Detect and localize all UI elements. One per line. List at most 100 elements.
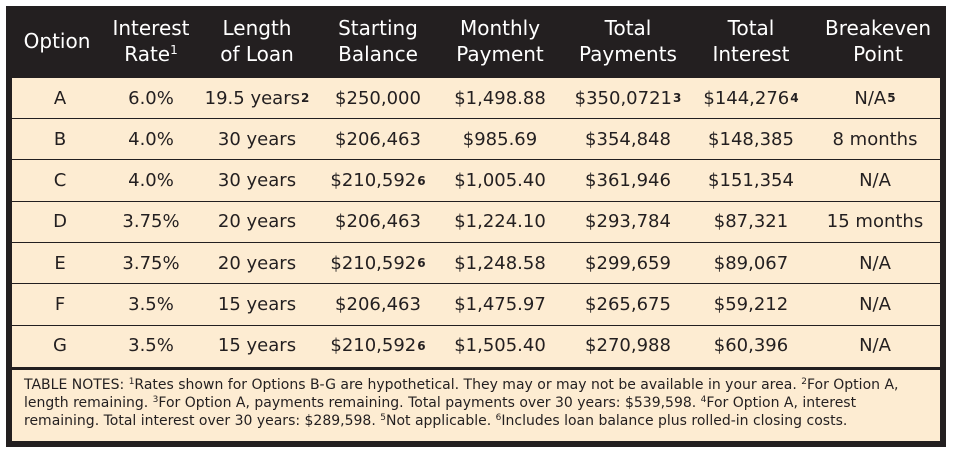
cell-option: A <box>12 78 108 118</box>
cell-value: 6.0% <box>128 87 174 109</box>
cell-option: D <box>12 202 108 242</box>
cell-value: $299,659 <box>585 252 671 274</box>
cell-value: $354,848 <box>585 128 671 150</box>
cell-value: 3.75% <box>122 211 180 233</box>
cell-value: N/A <box>859 335 891 357</box>
cell-value: $210,592 <box>330 252 417 274</box>
cell-value: F <box>54 294 66 315</box>
column-header-line2-text: Payment <box>456 42 544 66</box>
cell-value: $206,463 <box>335 294 421 315</box>
cell-length: 20 years <box>194 202 320 242</box>
cell-value: $89,067 <box>713 252 789 274</box>
cell-balance: $206,463 <box>320 119 436 159</box>
cell-value: 20 years <box>217 211 297 233</box>
table-row: F 3.5% 15 years $206,463 $1,475.97 $265,675 $5… <box>12 285 940 326</box>
column-header: Length of Loan <box>194 6 320 76</box>
cell-rate: 3.75% <box>108 202 194 242</box>
cell-rate: 3.5% <box>108 285 194 325</box>
cell-total-payments: $350,0721 3 <box>574 87 682 109</box>
cell-value: $151,354 <box>708 170 794 192</box>
cell-value: N/A <box>859 252 891 274</box>
cell-value: 4.0% <box>128 128 174 150</box>
column-header-line2-text: Interest <box>712 42 790 66</box>
cell-value: D <box>53 211 67 233</box>
cell-total-payments: $361,946 <box>564 161 692 201</box>
column-header-line2-text: Rate <box>124 42 171 66</box>
cell-value: B <box>53 128 67 150</box>
table-row: E 3.75% 20 years $210,592 6 $1,248.58 $299,659… <box>12 243 940 285</box>
cell-value: $1,505.40 <box>454 335 546 357</box>
cell-value: 15 years <box>217 294 297 315</box>
column-header-line1: Total <box>727 16 775 40</box>
cell-value: 20 years <box>217 252 297 274</box>
cell-value: $985.69 <box>462 128 538 150</box>
note-text: For Option A, length remaining. <box>24 377 899 411</box>
cell-value: 15 years <box>217 335 297 357</box>
cell-value: $350,0721 <box>574 87 672 109</box>
cell-value: E <box>54 252 66 274</box>
cell-balance: $206,463 <box>320 202 436 242</box>
cell-value: 30 years <box>217 170 297 192</box>
cell-option: B <box>12 119 108 159</box>
cell-value: $206,463 <box>335 211 421 233</box>
cell-breakeven: N/A 5 <box>854 87 896 109</box>
cell-value: $206,463 <box>335 128 421 150</box>
cell-length: 30 years <box>194 119 320 159</box>
cell-value: 3.75% <box>122 252 180 274</box>
cell-value: $361,946 <box>585 170 671 192</box>
column-header-line2-text: of Loan <box>220 42 294 66</box>
table-row: D 3.75% 20 years $206,463 $1,224.10 $293,784 $… <box>12 202 940 243</box>
cell-payment: $985.69 <box>436 119 564 159</box>
cell-rate: 4.0% <box>108 161 194 201</box>
cell-value: $1,248.58 <box>454 252 546 274</box>
cell-option: G <box>12 326 108 366</box>
cell-value: 15 months <box>826 211 924 233</box>
column-header: Interest Rate1 <box>108 6 194 76</box>
cell-rate: 6.0% <box>108 78 194 118</box>
cell-total-interest: $151,354 <box>692 161 810 201</box>
cell-total-interest: $148,385 <box>692 119 810 159</box>
cell-value: C <box>53 170 67 192</box>
cell-value: $148,385 <box>708 128 794 150</box>
column-header-line2-text: Point <box>853 42 903 66</box>
cell-length: 15 years <box>194 326 320 366</box>
column-header-line1: Interest <box>112 16 190 40</box>
cell-balance: $206,463 <box>320 285 436 325</box>
cell-payment: $1,505.40 <box>436 326 564 366</box>
footnote-marker: 2 <box>801 377 807 387</box>
column-header: Breakeven Point <box>810 6 946 76</box>
column-header: Monthly Payment <box>436 6 564 76</box>
cell-breakeven: N/A <box>810 285 940 325</box>
cell-rate: 3.5% <box>108 326 194 366</box>
loan-options-table: Option Interest Rate1 Length of Loan Starting… <box>6 6 946 447</box>
cell-total-payments: $354,848 <box>564 119 692 159</box>
column-header-line1: Total <box>604 16 652 40</box>
column-header-line1: Monthly <box>459 16 541 40</box>
column-header: Option <box>6 6 108 76</box>
cell-value: $250,000 <box>335 87 421 109</box>
cell-value: $270,988 <box>585 335 671 357</box>
cell-balance: $210,592 6 <box>330 170 426 192</box>
table-row: C 4.0% 30 years $210,592 6 $1,005.40 $361,946 $… <box>12 161 940 202</box>
column-header-line1: Starting <box>338 16 418 40</box>
cell-total-payments: $265,675 <box>564 285 692 325</box>
cell-payment: $1,005.40 <box>436 161 564 201</box>
column-header: Starting Balance <box>320 6 436 76</box>
table-body: A 6.0% 19.5 years 2 $250,000 $1,498.88 $350,07… <box>12 78 940 367</box>
cell-breakeven: N/A <box>810 326 940 366</box>
cell-total-payments: $270,988 <box>564 326 692 366</box>
cell-total-payments: $299,659 <box>564 243 692 283</box>
cell-value: 3.5% <box>128 335 174 357</box>
table-row: B 4.0% 30 years $206,463 $985.69 $354,848 $148… <box>12 119 940 161</box>
column-header-line1: Option <box>23 29 91 53</box>
cell-value: 8 months <box>832 128 918 150</box>
cell-value: $1,005.40 <box>454 170 546 192</box>
footnote-marker: 6 <box>495 413 502 423</box>
cell-length: 20 years <box>194 243 320 283</box>
column-header-line2-text: Payments <box>579 42 677 66</box>
column-header-line1: Breakeven <box>824 16 932 40</box>
table-row: A 6.0% 19.5 years 2 $250,000 $1,498.88 $350,07… <box>12 78 940 119</box>
note-text: For Option A, payments remaining. Total … <box>158 395 701 411</box>
cell-breakeven: N/A <box>810 243 940 283</box>
cell-breakeven: 15 months <box>810 202 940 242</box>
